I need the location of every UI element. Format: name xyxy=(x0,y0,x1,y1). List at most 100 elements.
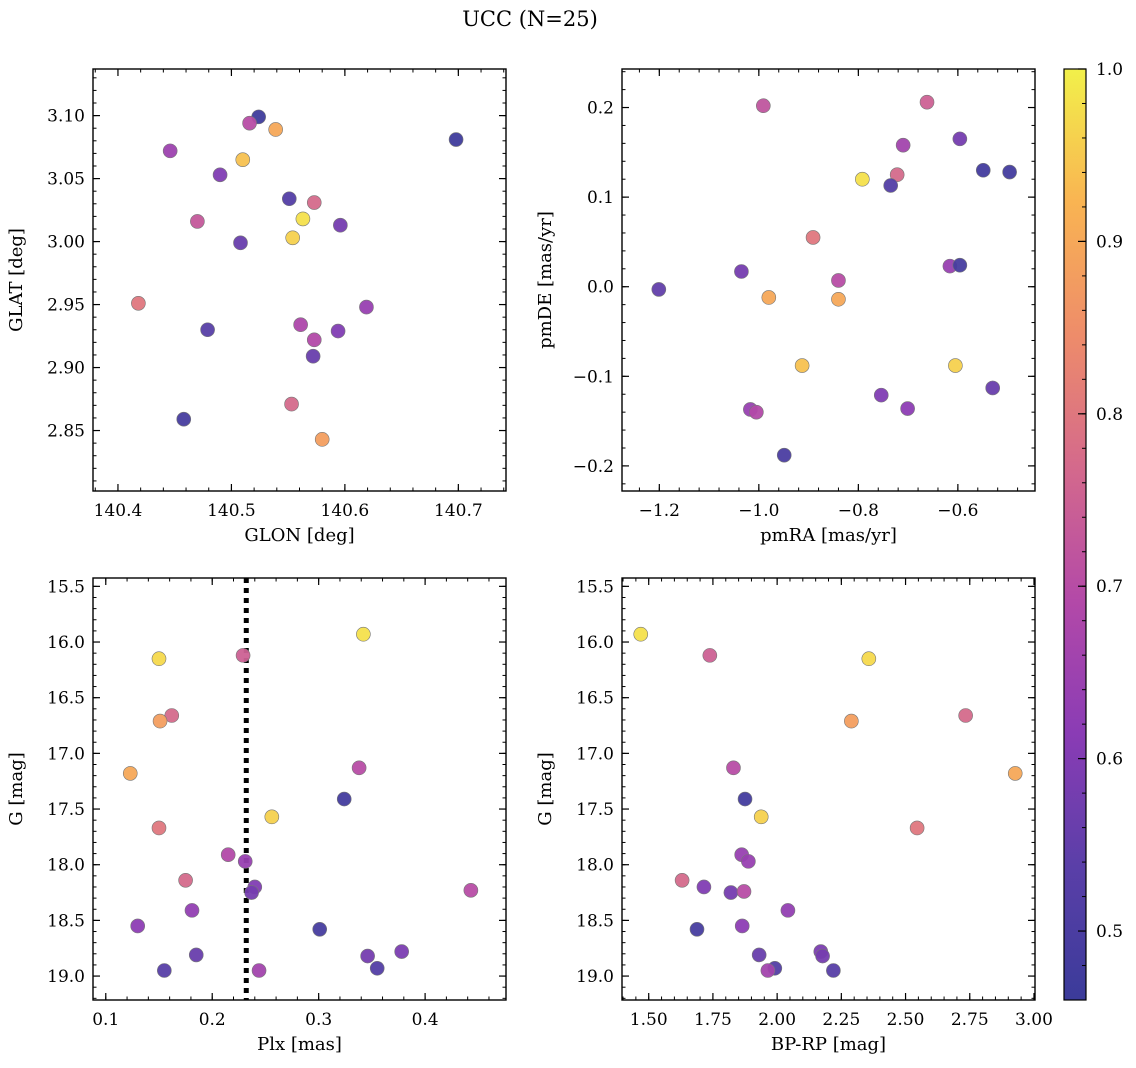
figure-title: UCC (N=25) xyxy=(462,7,598,31)
data-point xyxy=(369,960,385,976)
data-point xyxy=(122,766,138,781)
data-point xyxy=(895,137,911,153)
points-layer xyxy=(651,94,1017,463)
data-point xyxy=(737,791,753,807)
y-tick-label: 19.0 xyxy=(47,967,85,987)
y-tick-label: 15.5 xyxy=(576,577,614,597)
y-tick-label: 17.0 xyxy=(47,744,85,764)
data-point xyxy=(463,883,479,898)
data-point xyxy=(330,323,346,339)
y-tick-label: 18.5 xyxy=(576,911,614,931)
data-point xyxy=(753,809,769,825)
data-point xyxy=(651,282,667,297)
panel-p4: 1.50 1.75 2.00 2.25 2.50 2.75 3.00 15.5 16.0 16.5… xyxy=(535,577,1053,1055)
y-tick-label: 18.5 xyxy=(47,911,85,931)
x-tick-label: 1.50 xyxy=(630,1010,668,1030)
x-tick-label: 3.00 xyxy=(1015,1010,1053,1030)
data-point xyxy=(220,847,236,862)
x-tick-label: 1.75 xyxy=(694,1010,732,1030)
data-point xyxy=(284,396,299,412)
data-point xyxy=(749,404,764,420)
data-point xyxy=(805,230,821,245)
data-point xyxy=(264,809,280,825)
data-point xyxy=(831,291,846,307)
y-axis-label: pmDE [mas/yr] xyxy=(535,211,556,349)
data-point xyxy=(702,648,718,663)
data-point xyxy=(235,648,251,663)
data-point xyxy=(305,348,321,364)
x-tick-label: 0.2 xyxy=(199,1010,226,1030)
points-layer xyxy=(122,578,479,1000)
data-point xyxy=(883,178,898,193)
data-point xyxy=(336,791,352,807)
x-tick-label: 140.7 xyxy=(434,501,483,521)
y-tick-label: 15.5 xyxy=(47,577,85,597)
data-point xyxy=(831,273,846,288)
data-point xyxy=(734,264,749,279)
data-point xyxy=(985,380,1001,396)
data-point xyxy=(306,195,322,210)
x-tick-label: −0.8 xyxy=(838,501,879,521)
data-point xyxy=(131,296,146,311)
plot-frame xyxy=(92,68,507,492)
data-point xyxy=(723,885,739,900)
data-point xyxy=(333,217,348,233)
data-point xyxy=(188,947,204,963)
data-point xyxy=(285,230,300,246)
data-point xyxy=(919,94,935,110)
data-point xyxy=(237,854,253,869)
data-point xyxy=(815,948,830,964)
panel-p2: −1.2 −1.0 −0.8 −0.6 −0.2 −0.1 0.0 0.1 0.2 pmRA [m… xyxy=(535,68,1036,546)
data-point xyxy=(689,921,705,937)
data-point xyxy=(975,162,991,178)
y-tick-label: 16.0 xyxy=(47,633,85,653)
y-tick-label: 16.0 xyxy=(576,633,614,653)
y-tick-label: 18.0 xyxy=(47,856,85,876)
panel-p1: 140.4 140.5 140.6 140.7 2.85 2.90 2.95 3.00 3.05… xyxy=(6,68,507,546)
x-tick-label: 140.6 xyxy=(321,501,370,521)
data-point xyxy=(212,167,228,183)
data-point xyxy=(889,167,905,183)
x-tick-label: 140.5 xyxy=(207,501,256,521)
plot-frame xyxy=(92,577,507,1001)
y-tick-label: 0.1 xyxy=(587,188,614,208)
data-point xyxy=(741,854,756,869)
x-axis-label: BP-RP [mag] xyxy=(771,1034,886,1055)
points-layer xyxy=(131,109,464,447)
y-axis-label: G [mag] xyxy=(535,752,556,825)
data-point xyxy=(844,713,859,729)
y-axis-label: GLAT [deg] xyxy=(6,228,27,332)
data-point xyxy=(312,921,328,937)
x-axis-label: Plx [mas] xyxy=(257,1034,342,1055)
colorbar-tick-label: 0.8 xyxy=(1096,405,1123,425)
y-tick-label: −0.2 xyxy=(573,457,614,477)
data-point xyxy=(952,131,968,147)
x-tick-label: 2.25 xyxy=(822,1010,860,1030)
x-axis-label: GLON [deg] xyxy=(244,525,354,546)
y-tick-label: 18.0 xyxy=(576,856,614,876)
colorbar-tick-label: 0.5 xyxy=(1096,922,1123,942)
y-tick-label: 3.10 xyxy=(47,107,85,127)
data-point xyxy=(151,820,167,836)
x-tick-label: 0.3 xyxy=(305,1010,332,1030)
data-point xyxy=(235,152,251,167)
data-point xyxy=(268,122,283,137)
colorbar-gradient xyxy=(1063,68,1087,1001)
data-point xyxy=(952,257,968,273)
y-tick-label: 2.95 xyxy=(47,296,85,316)
data-point xyxy=(152,713,168,729)
x-tick-label: 2.00 xyxy=(758,1010,796,1030)
panel-p3: 0.1 0.2 0.3 0.4 15.5 16.0 16.5 17.0 17.5 18.0 18.5… xyxy=(6,577,507,1055)
data-point xyxy=(151,651,167,667)
y-tick-label: 2.90 xyxy=(47,359,85,379)
data-point xyxy=(751,947,767,963)
data-point xyxy=(394,944,409,959)
data-point xyxy=(314,432,330,447)
colorbar-tick-label: 0.9 xyxy=(1096,232,1123,252)
data-point xyxy=(861,651,877,667)
data-point xyxy=(178,873,193,888)
x-axis-label: pmRA [mas/yr] xyxy=(760,525,897,546)
data-point xyxy=(736,884,752,899)
data-point xyxy=(190,214,205,229)
data-point xyxy=(251,963,267,978)
